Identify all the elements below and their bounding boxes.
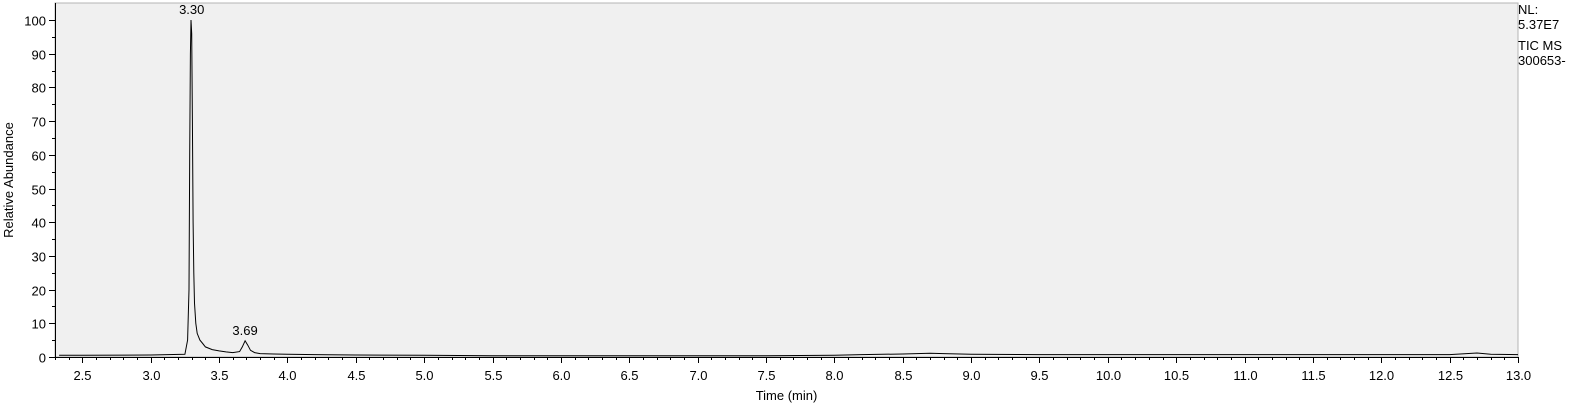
nl-label: NL:	[1518, 2, 1539, 17]
file-name: 300653-	[1518, 53, 1566, 68]
x-tick-label: 12.0	[1369, 368, 1394, 383]
nl-value: 5.37E7	[1518, 17, 1560, 32]
trace-label: TIC MS	[1518, 38, 1563, 53]
x-tick-label: 10.0	[1096, 368, 1121, 383]
x-tick-label: 7.0	[689, 368, 707, 383]
y-tick-label: 30	[32, 250, 46, 265]
y-tick-label: 90	[32, 48, 46, 63]
x-tick-label: 11.5	[1301, 368, 1325, 383]
y-tick-label: 20	[32, 284, 46, 299]
x-tick-label: 6.0	[552, 368, 570, 383]
y-axis-title: Relative Abundance	[1, 122, 16, 238]
x-tick-label: 9.5	[1030, 368, 1048, 383]
x-tick-label: 10.5	[1164, 368, 1189, 383]
x-tick-label: 7.5	[757, 368, 775, 383]
y-tick-label: 100	[24, 14, 46, 29]
peak-label: 3.69	[232, 323, 257, 338]
plot-area	[54, 2, 1519, 358]
peak-label: 3.30	[179, 2, 204, 17]
x-tick-label: 6.5	[620, 368, 638, 383]
x-tick-label: 3.0	[142, 368, 160, 383]
x-tick-label: 3.5	[210, 368, 228, 383]
y-tick-label: 50	[32, 183, 46, 198]
y-tick-label: 0	[39, 351, 46, 366]
x-tick-label: 13.0	[1506, 368, 1531, 383]
x-tick-label: 8.0	[825, 368, 843, 383]
x-tick-label: 9.0	[962, 368, 980, 383]
y-tick-label: 70	[32, 115, 46, 130]
y-tick-label: 60	[32, 149, 46, 164]
x-tick-label: 4.5	[347, 368, 365, 383]
y-tick-label: 40	[32, 216, 46, 231]
x-tick-label: 5.5	[484, 368, 502, 383]
x-tick-label: 11.0	[1233, 368, 1257, 383]
trace-info-panel: NL: 5.37E7 TIC MS 300653-	[1518, 2, 1573, 68]
y-tick-label: 10	[32, 317, 46, 332]
y-tick-label: 80	[32, 81, 46, 96]
x-tick-label: 12.5	[1438, 368, 1463, 383]
x-tick-label: 4.0	[278, 368, 296, 383]
x-tick-label: 2.5	[73, 368, 91, 383]
x-tick-label: 8.5	[894, 368, 912, 383]
tic-trace-line	[59, 19, 1519, 357]
x-axis-title: Time (min)	[756, 388, 818, 403]
x-tick-label: 5.0	[415, 368, 433, 383]
